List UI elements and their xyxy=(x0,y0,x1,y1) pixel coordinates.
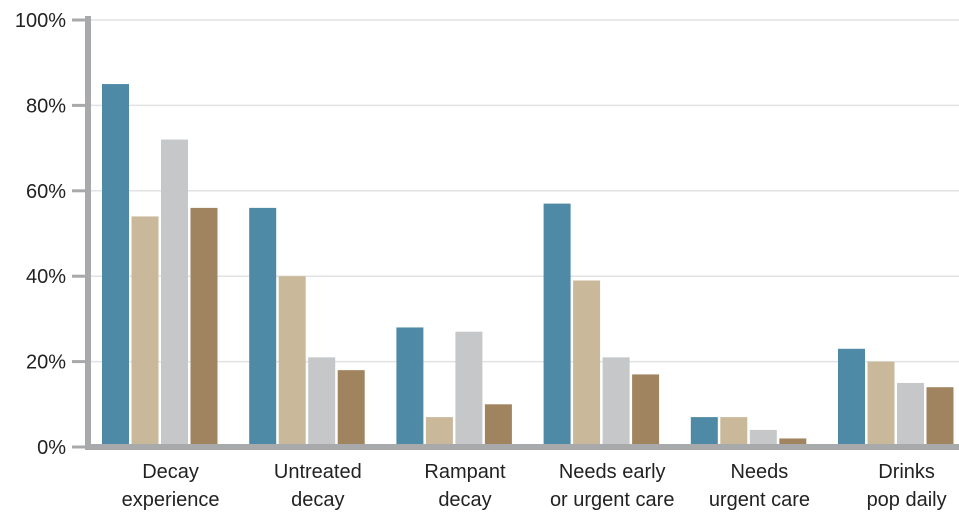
x-tick-label-4: Needs urgent care xyxy=(709,461,810,511)
bar-cat2-series1 xyxy=(425,417,453,447)
bar-cat3-series0 xyxy=(543,203,571,447)
x-tick-label-line: Rampant xyxy=(424,461,506,483)
x-tick-label-line: pop daily xyxy=(867,489,947,511)
x-tick-label-line: decay xyxy=(291,489,344,511)
bar-cat4-series2 xyxy=(749,429,777,447)
x-tick-label-line: experience xyxy=(122,489,220,511)
bar-cat3-series3 xyxy=(632,374,660,447)
gridlines xyxy=(88,19,959,363)
bar-cat0-series2 xyxy=(161,139,188,447)
x-tick-label-line: Needs early xyxy=(559,461,666,483)
bar-cat5-series2 xyxy=(897,382,924,447)
bar-cat0-series3 xyxy=(190,207,218,447)
x-tick-label-line: Decay xyxy=(142,461,199,483)
bar-cat0-series1 xyxy=(131,216,159,447)
bar-cat1-series1 xyxy=(278,276,306,447)
x-tick-label-line: urgent care xyxy=(709,489,810,511)
bar-cat1-series0 xyxy=(249,207,277,447)
x-tick-label-line: or urgent care xyxy=(550,489,675,511)
y-tick-label-80: 80% xyxy=(26,95,66,117)
x-tick-label-3: Needs early or urgent care xyxy=(550,461,675,511)
y-tick-label-40: 40% xyxy=(26,266,66,288)
bar-cat2-series0 xyxy=(396,327,424,447)
bar-cat5-series0 xyxy=(838,348,865,447)
x-tick-label-2: Rampant decay xyxy=(424,461,506,511)
x-tick-label-0: Decay experience xyxy=(122,461,220,511)
axes xyxy=(85,16,959,450)
y-tick-labels: 0% 20% 40% 60% 80% 100% xyxy=(15,10,88,459)
x-tick-label-1: Untreated decay xyxy=(274,461,362,511)
x-axis-line xyxy=(85,444,959,450)
y-tick-label-100: 100% xyxy=(15,10,66,32)
bar-cat0-series0 xyxy=(102,84,129,448)
y-axis-line xyxy=(85,16,91,450)
bar-cat2-series3 xyxy=(484,404,512,447)
x-tick-label-line: Needs xyxy=(730,461,788,483)
bar-cat3-series2 xyxy=(602,357,630,447)
x-tick-label-line: Untreated xyxy=(274,461,362,483)
bar-cat4-series1 xyxy=(720,417,748,447)
x-tick-label-line: decay xyxy=(438,489,491,511)
bar-cat1-series3 xyxy=(337,370,365,447)
y-tick-label-60: 60% xyxy=(26,181,66,203)
bar-cat4-series3 xyxy=(779,438,807,447)
bar-cat2-series2 xyxy=(455,331,483,447)
y-tick-label-0: 0% xyxy=(37,437,66,459)
bar-cat3-series1 xyxy=(573,280,601,447)
bar-cat4-series0 xyxy=(690,417,718,447)
bar-cat5-series1 xyxy=(867,361,895,447)
x-tick-label-5: Drinks pop daily xyxy=(867,461,947,511)
bar-cat5-series3 xyxy=(926,387,954,447)
bar-cat1-series2 xyxy=(308,357,336,447)
bars xyxy=(102,84,954,448)
y-tick-label-20: 20% xyxy=(26,352,66,374)
x-tick-label-line: Drinks xyxy=(878,461,935,483)
x-tick-labels: Decay experience Untreated decay Rampant deca… xyxy=(122,461,947,511)
